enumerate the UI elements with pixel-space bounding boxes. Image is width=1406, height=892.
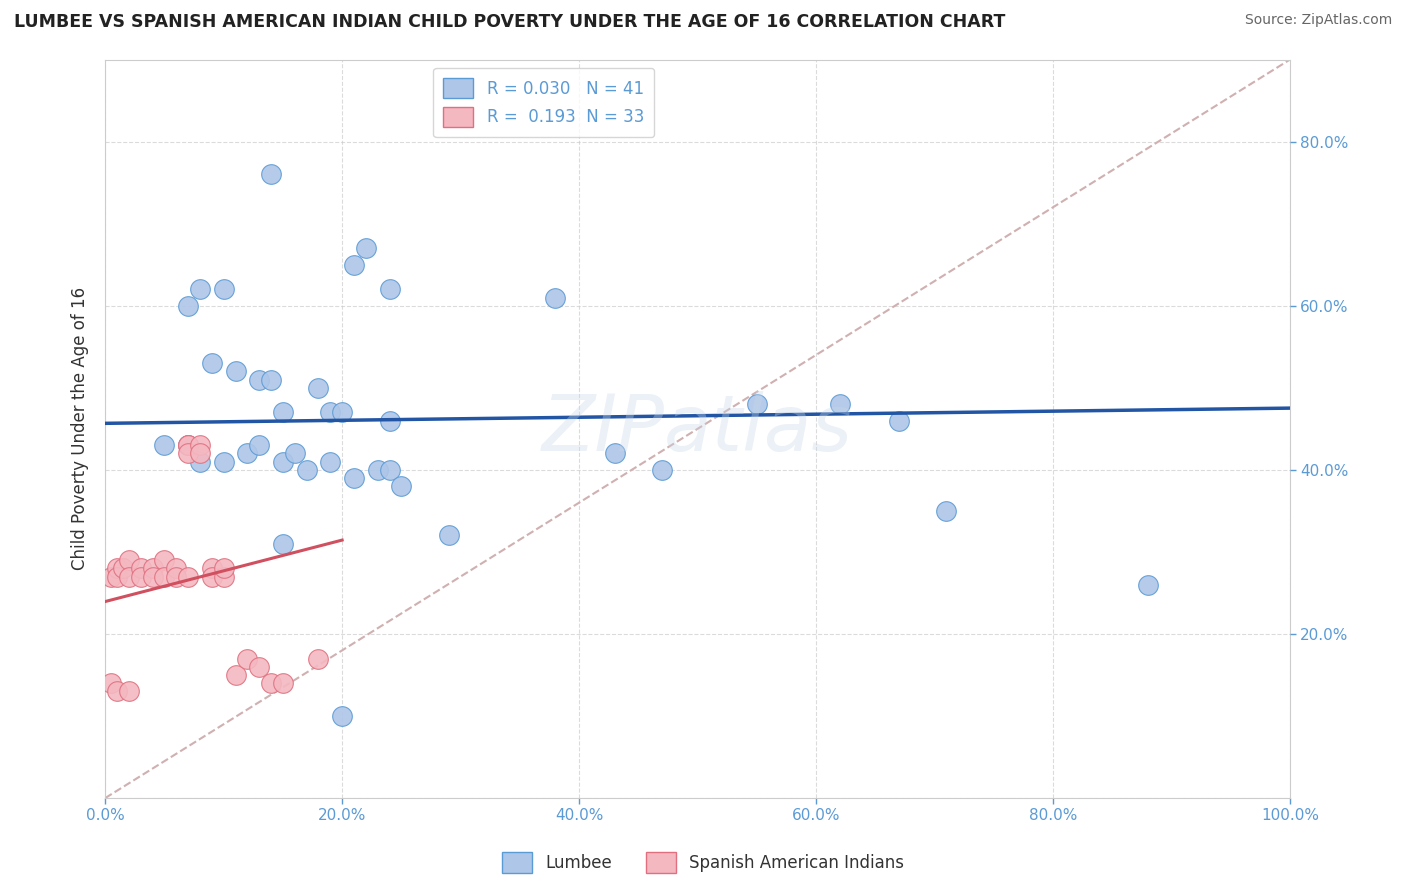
Point xyxy=(295,463,318,477)
Point xyxy=(188,438,211,452)
Point xyxy=(828,397,851,411)
Point xyxy=(225,364,247,378)
Point xyxy=(247,438,270,452)
Point xyxy=(118,684,141,698)
Point xyxy=(1136,578,1159,592)
Point xyxy=(603,446,626,460)
Point xyxy=(177,438,200,452)
Point xyxy=(153,438,176,452)
Point xyxy=(165,569,187,583)
Point xyxy=(212,561,235,575)
Point xyxy=(118,569,141,583)
Point xyxy=(177,299,200,313)
Point xyxy=(177,569,200,583)
Point xyxy=(887,414,910,428)
Point xyxy=(165,561,187,575)
Point xyxy=(247,660,270,674)
Point xyxy=(212,282,235,296)
Point xyxy=(319,455,342,469)
Point xyxy=(153,553,176,567)
Point xyxy=(201,356,224,370)
Legend: Lumbee, Spanish American Indians: Lumbee, Spanish American Indians xyxy=(495,846,911,880)
Point xyxy=(260,676,283,690)
Point xyxy=(378,463,401,477)
Point xyxy=(177,438,200,452)
Point xyxy=(378,282,401,296)
Text: Source: ZipAtlas.com: Source: ZipAtlas.com xyxy=(1244,13,1392,28)
Point xyxy=(177,446,200,460)
Point xyxy=(188,446,211,460)
Point xyxy=(188,282,211,296)
Point xyxy=(271,455,294,469)
Point xyxy=(201,569,224,583)
Point xyxy=(105,569,128,583)
Point xyxy=(212,569,235,583)
Point xyxy=(354,241,377,255)
Point xyxy=(437,528,460,542)
Point xyxy=(100,569,122,583)
Point xyxy=(247,373,270,387)
Point xyxy=(118,553,141,567)
Text: ZIPatlas: ZIPatlas xyxy=(543,391,853,467)
Point xyxy=(225,668,247,682)
Point xyxy=(100,676,122,690)
Point xyxy=(111,561,134,575)
Point xyxy=(343,471,366,485)
Point xyxy=(367,463,389,477)
Point xyxy=(212,455,235,469)
Point xyxy=(129,569,152,583)
Point xyxy=(105,684,128,698)
Point xyxy=(260,168,283,182)
Point xyxy=(651,463,673,477)
Point xyxy=(343,258,366,272)
Point xyxy=(142,561,165,575)
Point xyxy=(236,446,259,460)
Point xyxy=(307,381,329,395)
Point xyxy=(129,561,152,575)
Point xyxy=(271,537,294,551)
Legend: R = 0.030   N = 41, R =  0.193  N = 33: R = 0.030 N = 41, R = 0.193 N = 33 xyxy=(433,68,654,137)
Point xyxy=(330,709,353,723)
Point xyxy=(271,676,294,690)
Y-axis label: Child Poverty Under the Age of 16: Child Poverty Under the Age of 16 xyxy=(72,287,89,570)
Point xyxy=(544,291,567,305)
Point xyxy=(201,561,224,575)
Point xyxy=(105,561,128,575)
Point xyxy=(389,479,412,493)
Point xyxy=(319,405,342,419)
Point xyxy=(260,373,283,387)
Point xyxy=(307,651,329,665)
Point xyxy=(330,405,353,419)
Point xyxy=(142,569,165,583)
Point xyxy=(745,397,768,411)
Point xyxy=(188,455,211,469)
Point xyxy=(378,414,401,428)
Text: LUMBEE VS SPANISH AMERICAN INDIAN CHILD POVERTY UNDER THE AGE OF 16 CORRELATION : LUMBEE VS SPANISH AMERICAN INDIAN CHILD … xyxy=(14,13,1005,31)
Point xyxy=(271,405,294,419)
Point xyxy=(935,504,957,518)
Point xyxy=(177,438,200,452)
Point xyxy=(236,651,259,665)
Point xyxy=(284,446,307,460)
Point xyxy=(153,569,176,583)
